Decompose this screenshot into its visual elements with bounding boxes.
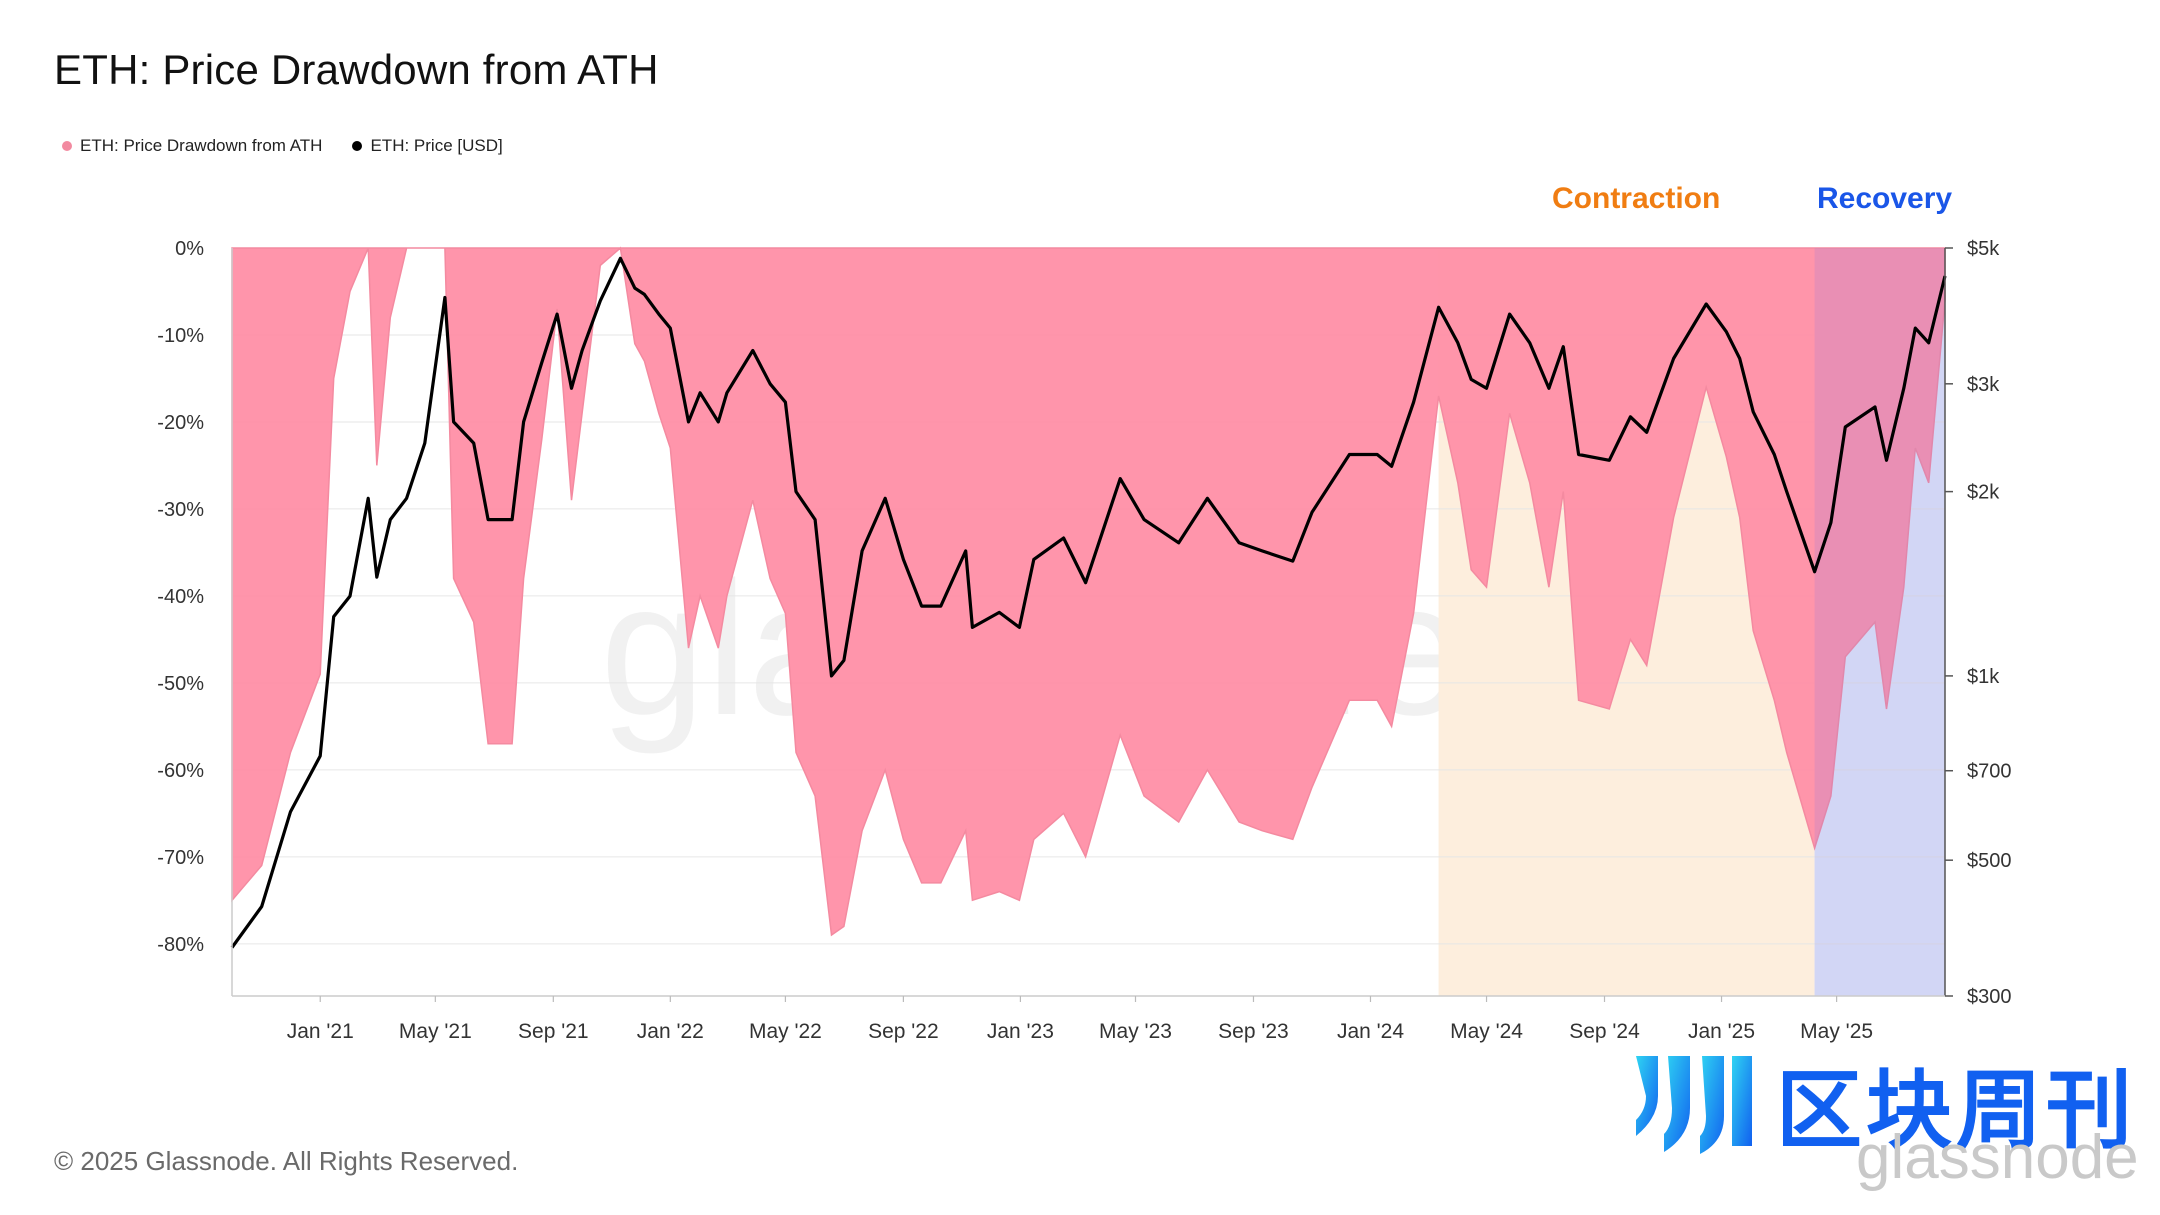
y-left-tick-label: 0% [175,238,204,260]
x-tick-label: Jan '23 [987,1020,1054,1043]
x-tick-label: Jan '22 [637,1020,704,1043]
phase-label-contraction: Contraction [1552,182,1721,215]
y-left-tick-label: -70% [157,847,204,869]
brand-text-sub: glassnode [1856,1123,2139,1192]
y-right-tick-label: $500 [1967,850,2012,872]
y-left-tick-label: -80% [157,934,204,956]
legend: ETH: Price Drawdown from ATH ETH: Price … [62,136,503,156]
legend-item-drawdown[interactable]: ETH: Price Drawdown from ATH [62,136,322,156]
x-tick-label: Sep '23 [1218,1020,1289,1043]
x-tick-label: Jan '21 [287,1020,354,1043]
recovery-overlay [1814,248,1945,996]
x-tick-label: Sep '21 [518,1020,589,1043]
y-right-tick-label: $300 [1967,986,2012,1008]
x-tick-label: Sep '22 [868,1020,939,1043]
y-left-tick-label: -30% [157,499,204,521]
y-left-tick-label: -60% [157,760,204,782]
x-tick-label: Sep '24 [1569,1020,1640,1043]
legend-label-drawdown: ETH: Price Drawdown from ATH [80,136,323,155]
legend-label-price: ETH: Price [USD] [370,136,503,155]
x-tick-label: Jan '25 [1688,1020,1755,1043]
y-right-tick-label: $700 [1967,761,2012,783]
y-left-tick-label: -50% [157,673,204,695]
brand-logo: 区块周刊 [1628,1040,2136,1165]
brand-mark-icon [1636,1055,1752,1154]
y-left-tick-label: -20% [157,412,204,434]
legend-swatch-price [352,141,363,151]
chart-title: ETH: Price Drawdown from ATH [54,46,659,93]
copyright-footer: © 2025 Glassnode. All Rights Reserved. [54,1146,519,1176]
y-left-tick-label: -10% [157,325,204,347]
legend-item-price[interactable]: ETH: Price [USD] [352,136,503,156]
y-right-tick-label: $1k [1967,666,2000,688]
x-tick-label: May '24 [1450,1020,1523,1043]
y-right-tick-label: $3k [1967,374,2000,396]
y-left-tick-label: -40% [157,586,204,608]
y-right-tick-label: $2k [1967,482,2000,504]
brand-text-cn: 区块周刊 [1776,1061,2136,1161]
drawdown-area [231,246,1946,937]
legend-swatch-drawdown [62,141,72,151]
x-tick-label: May '22 [749,1020,822,1043]
x-tick-label: May '21 [399,1020,472,1043]
y-right-tick-label: $5k [1967,238,2000,260]
phase-label-recovery: Recovery [1817,182,1953,215]
x-tick-label: May '23 [1099,1020,1172,1043]
price-line [230,256,1947,949]
x-tick-label: May '25 [1800,1020,1873,1043]
x-tick-label: Jan '24 [1337,1020,1404,1043]
